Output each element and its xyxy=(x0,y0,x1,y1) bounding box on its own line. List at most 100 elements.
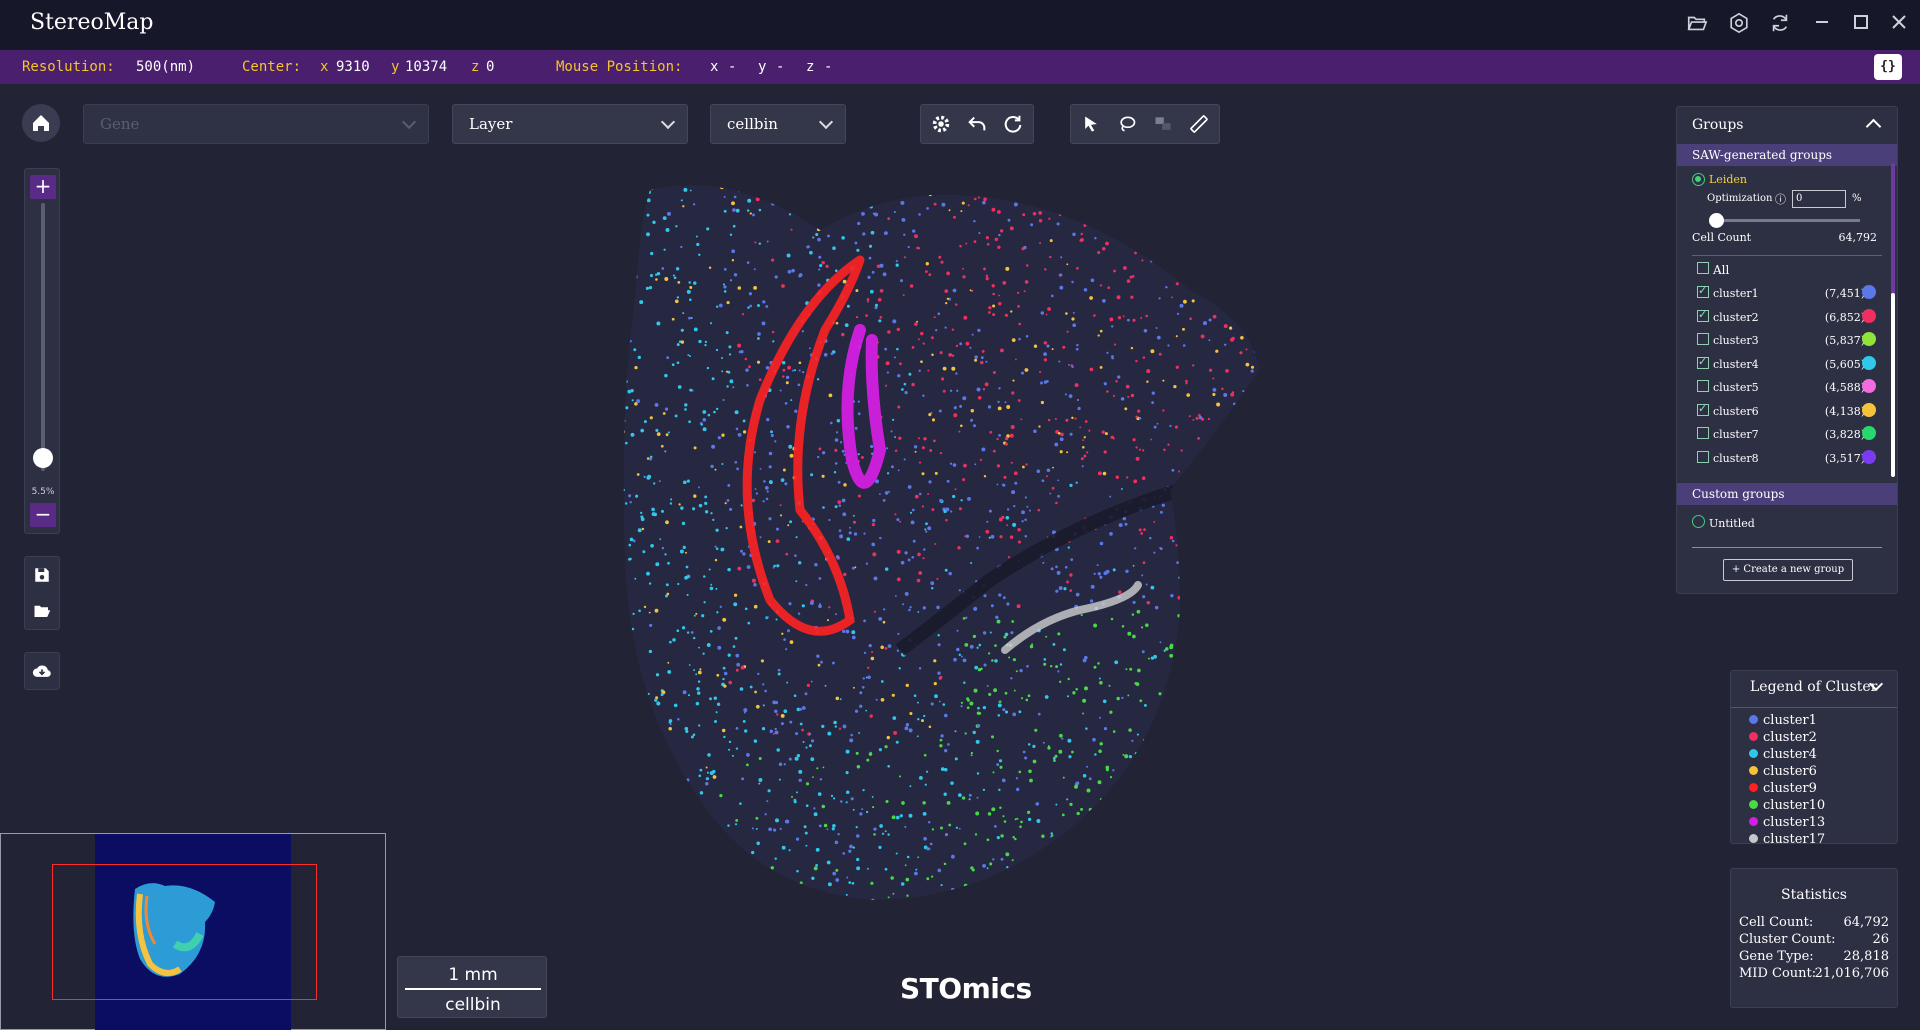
cell-dot xyxy=(819,207,822,210)
cluster-color-swatch[interactable] xyxy=(1862,308,1876,323)
list-scrollbar-thumb[interactable] xyxy=(1891,293,1895,477)
cluster-checkbox[interactable] xyxy=(1697,427,1709,439)
cell-dot xyxy=(658,821,662,825)
home-button[interactable] xyxy=(22,104,60,142)
cluster-color-swatch[interactable] xyxy=(1862,379,1876,393)
gene-select[interactable]: Gene xyxy=(83,104,429,144)
create-group-button[interactable]: + Create a new group xyxy=(1723,559,1853,581)
cell-dot xyxy=(1210,239,1215,243)
cell-dot xyxy=(1024,756,1028,760)
cluster-color-swatch[interactable] xyxy=(1862,402,1876,417)
rectangle-select-tool-button[interactable] xyxy=(1145,105,1181,143)
cell-dot xyxy=(636,399,641,404)
cell-dot xyxy=(685,565,689,569)
cell-dot xyxy=(1169,535,1174,540)
cluster-checkbox[interactable] xyxy=(1697,380,1709,392)
settings-icon[interactable] xyxy=(1726,12,1752,38)
cell-dot xyxy=(774,857,777,860)
zoom-in-button[interactable]: + xyxy=(30,175,56,199)
chevron-up-icon[interactable] xyxy=(1865,118,1882,135)
cell-dot xyxy=(1169,645,1174,650)
zoom-slider-thumb[interactable] xyxy=(33,447,53,468)
cell-dot xyxy=(1253,861,1256,864)
refresh-icon[interactable] xyxy=(1767,12,1793,38)
layer-select[interactable]: Layer xyxy=(452,104,688,144)
cell-dot xyxy=(916,320,919,323)
cluster-color-swatch[interactable] xyxy=(1862,449,1876,464)
cluster-checkbox[interactable] xyxy=(1697,355,1709,369)
export-button[interactable] xyxy=(25,653,59,689)
cluster-color-swatch[interactable] xyxy=(1862,332,1876,346)
cell-dot xyxy=(922,557,925,560)
cell-dot xyxy=(1059,663,1063,666)
cluster-checkbox[interactable] xyxy=(1697,308,1709,322)
cell-dot xyxy=(661,267,665,270)
pointer-tool-button[interactable] xyxy=(1073,105,1109,143)
cluster-count: (7,451) xyxy=(1824,287,1865,300)
cell-dot xyxy=(1169,735,1173,740)
open-file-button[interactable] xyxy=(25,593,59,629)
cluster-color-swatch[interactable] xyxy=(1862,285,1876,299)
folder-open-icon[interactable] xyxy=(1684,12,1710,38)
cell-dot xyxy=(996,619,1001,624)
zoom-slider-track[interactable] xyxy=(41,203,45,471)
cluster-color-swatch[interactable] xyxy=(1862,355,1876,370)
cell-dot xyxy=(795,580,798,583)
close-icon[interactable] xyxy=(1886,12,1912,38)
cell-dot xyxy=(1006,865,1009,869)
cluster-color-swatch[interactable] xyxy=(1862,426,1876,440)
redo-button[interactable] xyxy=(995,105,1031,143)
cell-dot xyxy=(762,704,765,707)
cell-dot xyxy=(1177,230,1181,233)
optimization-slider-track[interactable] xyxy=(1712,219,1860,222)
cluster-checkbox[interactable] xyxy=(1697,402,1709,416)
minimap[interactable] xyxy=(0,833,386,1030)
cell-dot xyxy=(1254,607,1257,609)
cell-dot xyxy=(625,341,629,345)
cell-dot xyxy=(1231,391,1235,394)
all-checkbox[interactable] xyxy=(1697,262,1709,274)
cell-dot xyxy=(1197,437,1200,440)
lasso-tool-button[interactable] xyxy=(1109,105,1145,143)
untitled-radio[interactable] xyxy=(1692,515,1705,528)
cluster-label: cluster7 xyxy=(1713,428,1759,441)
cell-dot xyxy=(809,601,814,605)
bin-select[interactable]: cellbin xyxy=(710,104,846,144)
cell-dot xyxy=(1196,563,1200,567)
cluster-checkbox[interactable] xyxy=(1697,333,1709,345)
cell-dot xyxy=(1067,677,1070,681)
zoom-out-button[interactable]: − xyxy=(30,503,56,527)
cell-dot xyxy=(1201,208,1204,212)
cell-dot xyxy=(841,332,845,337)
cell-dot xyxy=(1265,220,1269,224)
cell-dot xyxy=(751,498,756,503)
ruler-tool-button[interactable] xyxy=(1181,105,1217,143)
cell-dot xyxy=(852,520,857,524)
cell-dot xyxy=(917,437,921,440)
code-panel-toggle-button[interactable]: {} xyxy=(1874,54,1902,80)
cell-dot xyxy=(951,354,955,357)
cell-dot xyxy=(705,781,709,786)
tissue-cluster-map[interactable] xyxy=(610,180,1370,920)
cell-dot xyxy=(785,883,787,885)
minimap-viewport-frame[interactable] xyxy=(52,864,317,1000)
cell-dot xyxy=(1004,436,1009,441)
optimization-slider-thumb[interactable] xyxy=(1709,213,1724,228)
undo-button[interactable] xyxy=(959,105,995,143)
cell-dot xyxy=(859,691,863,695)
save-button[interactable] xyxy=(25,557,59,593)
cell-dot xyxy=(1072,871,1076,875)
leiden-radio[interactable] xyxy=(1692,173,1705,186)
cell-dot xyxy=(652,220,656,225)
cell-dot xyxy=(1069,855,1073,859)
cell-dot xyxy=(937,868,942,873)
cluster-checkbox[interactable] xyxy=(1697,450,1709,463)
cell-dot xyxy=(1263,182,1267,186)
cluster-checkbox[interactable] xyxy=(1697,284,1709,298)
optimization-input[interactable]: 0 xyxy=(1792,190,1846,208)
render-settings-button[interactable] xyxy=(923,105,959,143)
cell-dot xyxy=(698,503,703,508)
maximize-icon[interactable] xyxy=(1848,12,1874,38)
minimize-icon[interactable] xyxy=(1809,12,1835,38)
cell-dot xyxy=(784,819,789,824)
